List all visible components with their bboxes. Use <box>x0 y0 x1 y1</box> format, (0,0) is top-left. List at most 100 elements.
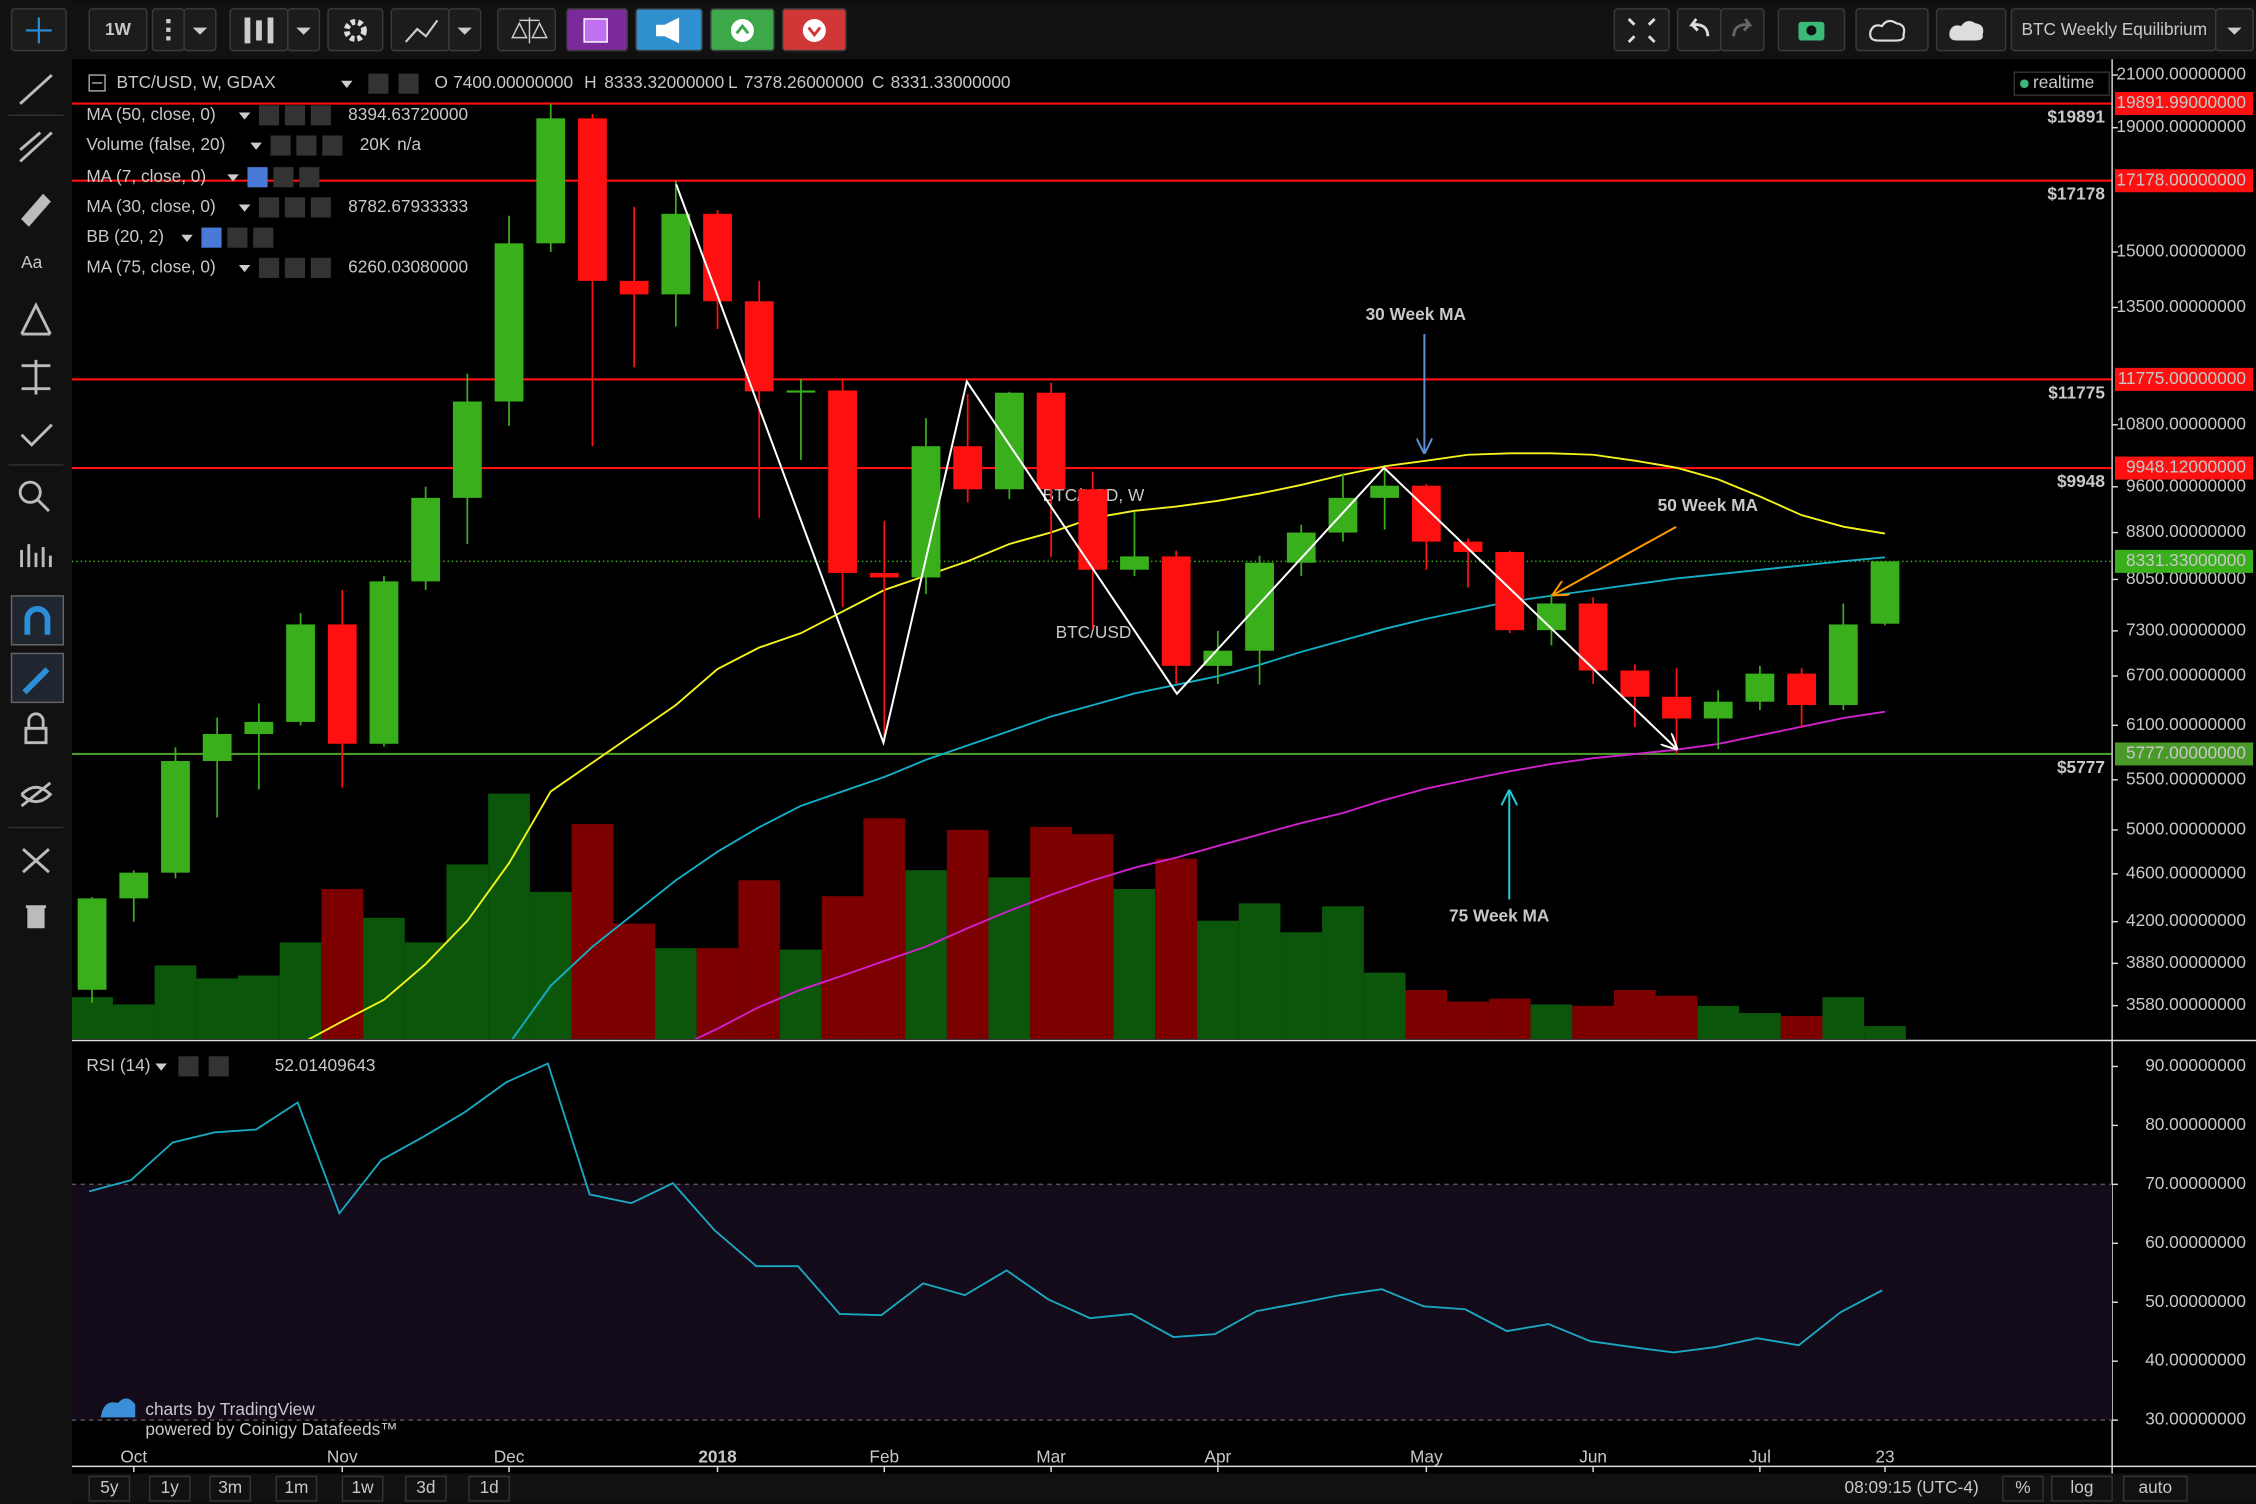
volume-bar <box>404 942 447 1040</box>
indicator-name: MA (50, close, 0) <box>86 104 215 124</box>
dropdown[interactable] <box>227 174 239 182</box>
drawings <box>675 184 1676 900</box>
x-tick-label: Jun <box>1579 1446 1607 1466</box>
tool-icon[interactable] <box>21 359 51 395</box>
toolbar-button[interactable] <box>1613 8 1670 52</box>
candle-body <box>1745 673 1775 702</box>
toolbar-button[interactable] <box>1720 8 1765 52</box>
dropdown[interactable] <box>155 1063 167 1071</box>
tool-icon[interactable] <box>18 480 50 513</box>
legend-icon[interactable] <box>258 257 280 278</box>
candle-body <box>1537 603 1566 631</box>
dropdown[interactable] <box>340 80 353 89</box>
range-label[interactable]: 5y <box>100 1477 119 1497</box>
candle-body <box>286 624 315 722</box>
range-button[interactable] <box>275 1475 318 1502</box>
legend-icon[interactable] <box>258 105 280 126</box>
legend-icon[interactable] <box>247 167 268 188</box>
tool-icon[interactable] <box>22 848 50 874</box>
legend-icon[interactable] <box>227 227 248 248</box>
dropdown[interactable] <box>238 112 251 120</box>
legend-icon[interactable] <box>201 227 222 248</box>
tool-icon[interactable] <box>20 302 52 336</box>
scale-label[interactable]: log <box>2070 1477 2093 1497</box>
level-label: $19891 <box>2047 107 2105 127</box>
candle-body <box>494 243 524 402</box>
volume-bar <box>780 949 822 1040</box>
y-tick-label: 50.00000000 <box>2145 1291 2246 1311</box>
realtime-dot <box>2020 79 2029 89</box>
toolbar-button[interactable] <box>327 8 384 52</box>
tool-icon[interactable] <box>19 131 53 163</box>
range-button[interactable] <box>468 1475 511 1502</box>
legend-icon[interactable] <box>284 257 306 278</box>
legend-icon[interactable] <box>299 167 320 188</box>
candle-body <box>327 624 357 744</box>
range-label[interactable]: 1m <box>284 1477 308 1497</box>
volume-bar <box>238 975 280 1040</box>
legend-icon[interactable] <box>284 197 306 218</box>
legend-icon[interactable] <box>258 197 280 218</box>
legend-icon[interactable] <box>273 167 294 188</box>
tool-icon[interactable] <box>20 781 53 808</box>
candle-body <box>202 734 232 762</box>
range-button[interactable] <box>341 1475 384 1502</box>
candle-body <box>1161 556 1191 666</box>
range-button[interactable] <box>148 1475 191 1502</box>
legend-icon[interactable] <box>398 73 419 94</box>
scale-label[interactable]: auto <box>2138 1477 2172 1497</box>
dropdown[interactable] <box>250 142 262 150</box>
legend-icon[interactable] <box>178 1056 199 1077</box>
tool-icon[interactable] <box>19 73 53 105</box>
tool-icon[interactable] <box>24 712 48 745</box>
legend-icon[interactable] <box>284 105 306 126</box>
tool-icon[interactable] <box>25 905 47 929</box>
scale-label[interactable]: % <box>2015 1477 2030 1497</box>
legend-icon[interactable] <box>208 1056 229 1077</box>
candle-body <box>452 401 482 498</box>
volume-bar <box>1864 1026 1906 1040</box>
range-button[interactable] <box>209 1475 252 1502</box>
range-button[interactable] <box>405 1475 447 1502</box>
indicator-value: 8394.63720000 <box>348 104 468 124</box>
icon <box>404 19 439 43</box>
y-tick-label: 80.00000000 <box>2145 1114 2246 1134</box>
toolbar-button[interactable] <box>1676 8 1722 52</box>
toolbar-button[interactable] <box>88 8 148 52</box>
candle-body <box>661 213 691 295</box>
tool-toggle[interactable] <box>10 595 65 646</box>
scale-button[interactable] <box>2122 1475 2188 1502</box>
dropdown[interactable] <box>181 234 193 242</box>
legend-icon[interactable] <box>310 257 331 278</box>
icon <box>25 17 52 44</box>
legend-icon[interactable] <box>270 135 291 156</box>
range-button[interactable] <box>88 1475 131 1502</box>
scale-button[interactable] <box>2050 1475 2113 1502</box>
tool-text[interactable]: Aa <box>21 252 43 272</box>
toolbar-button[interactable] <box>390 8 450 52</box>
scale-button[interactable] <box>2002 1475 2044 1502</box>
tool-icon[interactable] <box>20 544 52 568</box>
volume-bar <box>1155 858 1198 1040</box>
legend-icon[interactable] <box>253 227 274 248</box>
legend-icon[interactable] <box>322 135 343 156</box>
tool-icon[interactable] <box>20 423 53 447</box>
toolbar-button[interactable] <box>1855 8 1929 52</box>
range-label[interactable]: 1d <box>480 1477 499 1497</box>
legend-icon[interactable] <box>310 197 331 218</box>
collapse-button[interactable] <box>88 74 106 92</box>
range-label[interactable]: 3m <box>218 1477 242 1497</box>
toolbar-button[interactable] <box>497 8 557 52</box>
tool-icon[interactable] <box>21 193 51 227</box>
range-label[interactable]: 1y <box>161 1477 180 1497</box>
dropdown[interactable] <box>238 204 251 212</box>
volume-bar <box>363 917 405 1040</box>
legend-icon[interactable] <box>368 73 389 94</box>
range-label[interactable]: 3d <box>416 1477 435 1497</box>
range-label[interactable]: 1w <box>352 1477 375 1497</box>
legend-icon[interactable] <box>296 135 317 156</box>
icon <box>296 27 311 35</box>
legend-icon[interactable] <box>310 105 331 126</box>
dropdown[interactable] <box>238 264 251 273</box>
